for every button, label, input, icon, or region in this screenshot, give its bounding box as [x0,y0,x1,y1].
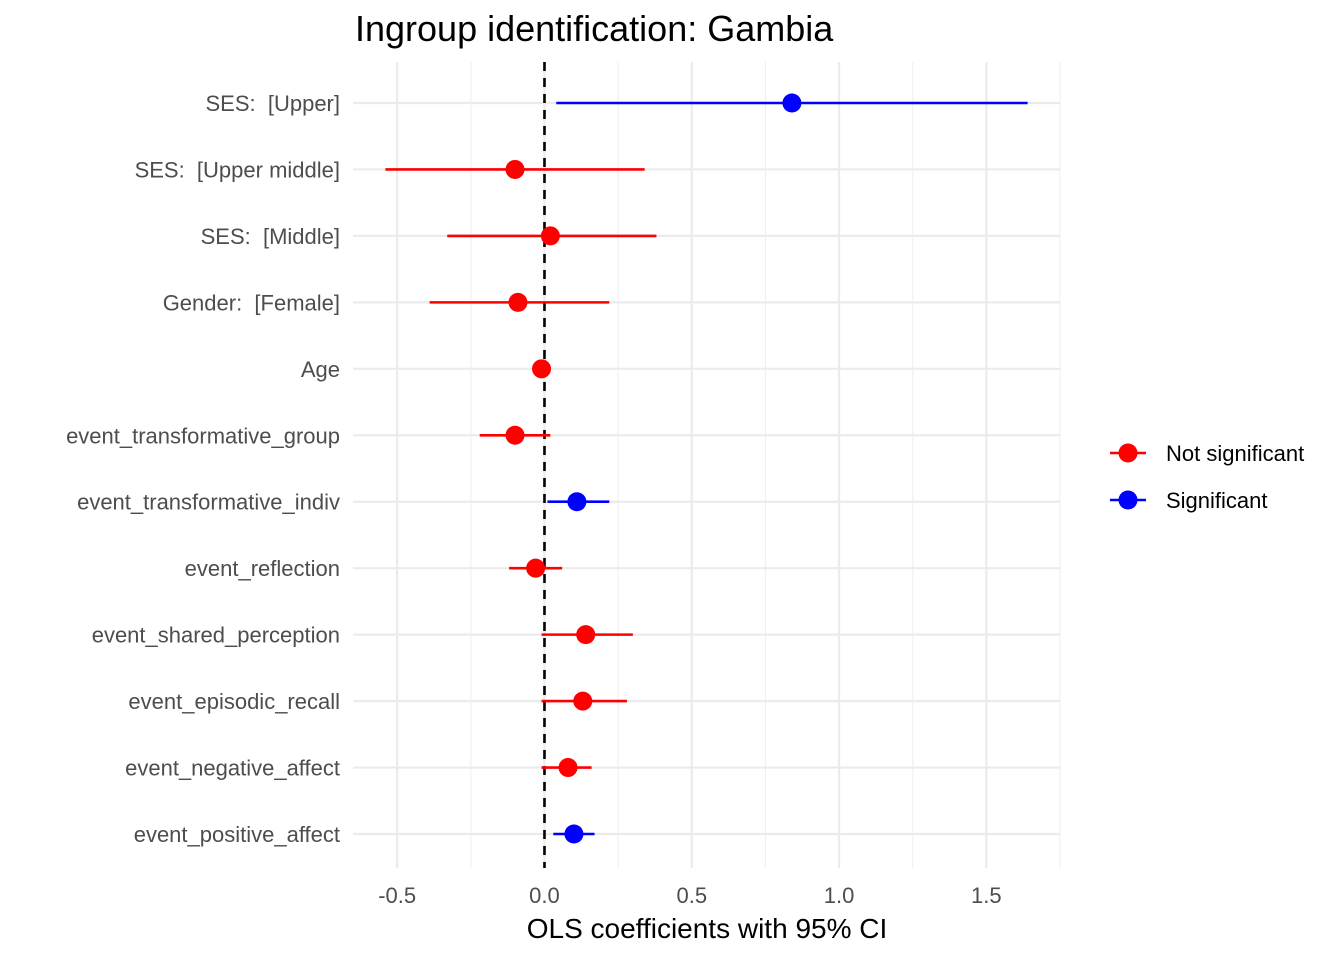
y-tick-label: event_episodic_recall [128,689,340,714]
y-tick-label: SES: [Upper middle] [135,157,340,182]
chart-title: Ingroup identification: Gambia [355,8,834,49]
estimate-point [508,292,528,312]
y-tick-label: SES: [Middle] [201,224,340,249]
y-tick-label: SES: [Upper] [205,91,340,116]
estimate-point [558,758,578,778]
coefficient-marks [385,93,1028,844]
estimate-point [505,425,525,445]
x-axis-title: OLS coefficients with 95% CI [527,913,888,944]
estimate-point [540,226,560,246]
estimate-point [526,558,546,578]
legend-key-point [1118,490,1138,510]
estimate-point [564,824,584,844]
y-tick-label: event_transformative_indiv [77,490,340,515]
y-tick-label: Age [301,357,340,382]
y-axis-labels: SES: [Upper] SES: [Upper middle] SES: [Mid… [66,91,340,847]
estimate-point [532,359,552,379]
y-tick-label: event_positive_affect [134,822,340,847]
legend-label: Significant [1166,488,1268,513]
y-tick-label: event_negative_affect [125,756,340,781]
y-tick-label: Gender: [Female] [163,290,340,315]
legend: Not significant Significant [1110,441,1304,513]
y-tick-label: event_reflection [185,556,340,581]
x-tick-label: 0.5 [676,883,707,908]
estimate-point [505,159,525,179]
x-tick-label: 1.0 [824,883,855,908]
y-tick-label: event_transformative_group [66,423,340,448]
estimate-point [576,625,596,645]
x-tick-label: 1.5 [971,883,1002,908]
estimate-point [782,93,802,113]
x-tick-label: -0.5 [378,883,416,908]
estimate-point [573,691,593,711]
x-tick-label: 0.0 [529,883,560,908]
x-axis-ticks: -0.5 0.0 0.5 1.0 1.5 [378,883,1001,908]
legend-label: Not significant [1166,441,1304,466]
grid [353,62,1061,868]
legend-key-point [1118,443,1138,463]
estimate-point [567,492,587,512]
y-tick-label: event_shared_perception [92,623,340,648]
